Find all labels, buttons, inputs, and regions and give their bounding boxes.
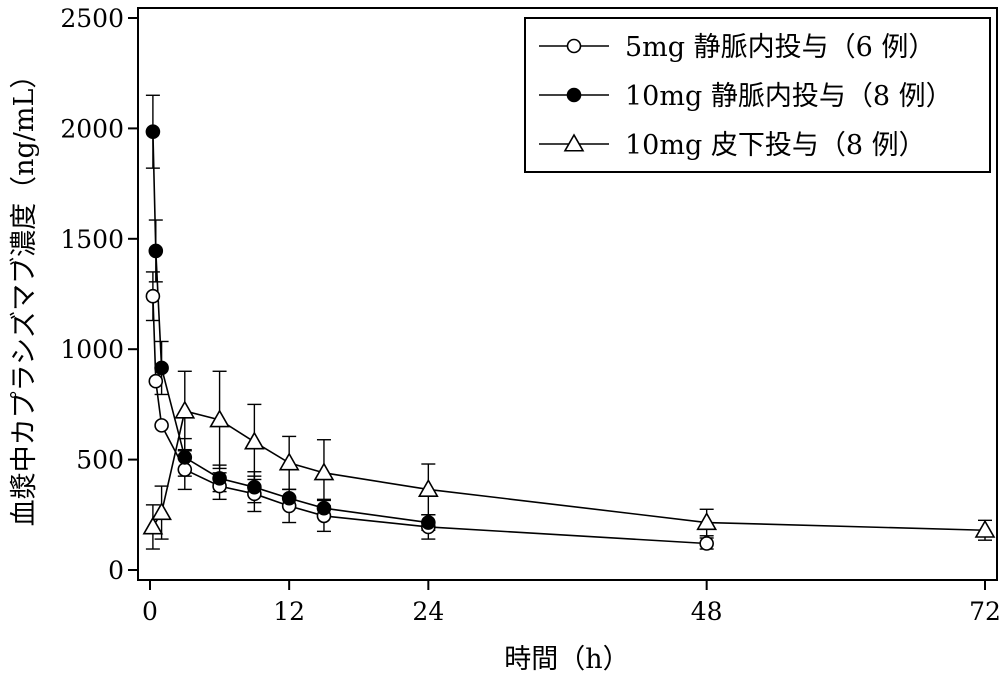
legend: 5mg 静脈内投与（6 例） 10mg 静脈内投与（8 例） 10mg 皮下投与（8… xyxy=(524,17,991,173)
legend-label: 10mg 静脈内投与（8 例） xyxy=(625,81,953,112)
legend-open-circle-marker xyxy=(566,38,582,54)
filled-circle-marker xyxy=(316,500,332,516)
open-circle-marker xyxy=(154,418,169,433)
filled-circle-marker xyxy=(177,450,193,465)
legend-label: 5mg 静脈内投与（6 例） xyxy=(625,32,935,63)
open-circle-marker xyxy=(145,288,161,304)
legend-open-triangle-marker xyxy=(563,133,585,152)
open-triangle-marker xyxy=(313,462,335,481)
filled-circle-marker xyxy=(212,471,227,486)
series-lines xyxy=(152,131,986,545)
filled-circle-marker xyxy=(148,243,164,259)
open-triangle-marker xyxy=(151,501,172,521)
filled-circle-marker xyxy=(145,124,161,140)
y-tick-label: 500 xyxy=(76,446,124,475)
y-axis-label: 血漿中カプラシズマブ濃度（ng/mL） xyxy=(9,62,40,527)
open-circle-marker xyxy=(177,462,193,477)
open-triangle-marker xyxy=(142,516,164,535)
open-triangle-marker xyxy=(209,409,230,428)
y-tick-label: 1500 xyxy=(60,225,124,254)
open-circle-marker xyxy=(148,373,164,389)
open-triangle-marker xyxy=(974,519,996,538)
data-markers xyxy=(142,124,996,551)
open-circle-marker xyxy=(699,536,714,551)
legend-filled-circle-marker xyxy=(566,87,582,103)
filled-circle-marker xyxy=(154,360,169,376)
x-tick-label: 12 xyxy=(273,597,305,626)
open-triangle-marker xyxy=(174,400,196,419)
y-tick-label: 2000 xyxy=(60,114,124,143)
y-tick-label: 2500 xyxy=(60,4,124,33)
y-tick-label: 1000 xyxy=(60,335,124,364)
x-axis-label: 時間（h） xyxy=(504,644,629,675)
open-triangle-marker xyxy=(243,431,265,450)
filled-circle-marker xyxy=(281,490,297,506)
x-tick-label: 72 xyxy=(969,597,1001,626)
series-line xyxy=(152,410,986,532)
filled-circle-marker xyxy=(247,479,262,495)
x-tick-label: 24 xyxy=(412,597,444,626)
series-line xyxy=(152,296,707,545)
plot-frame xyxy=(137,7,998,581)
open-triangle-marker xyxy=(278,452,300,471)
axes: 0 500 1000 1500 2000 2500 0 12 24 48 72 xyxy=(60,4,1001,626)
filled-circle-marker xyxy=(421,515,436,530)
x-tick-label: 48 xyxy=(691,597,723,626)
y-tick-label: 0 xyxy=(108,556,124,585)
legend-label: 10mg 皮下投与（8 例） xyxy=(625,130,926,161)
open-triangle-marker xyxy=(696,511,718,531)
x-tick-label: 0 xyxy=(142,597,158,626)
open-triangle-marker xyxy=(417,478,439,497)
